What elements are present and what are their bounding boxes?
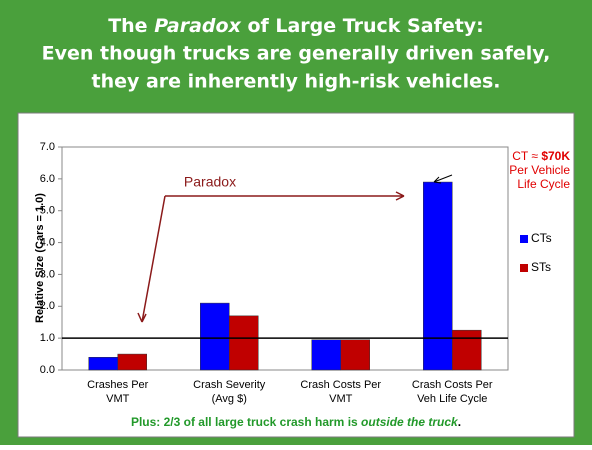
footer-part: Plus: 2/3 of all large truck crash harm …	[131, 415, 361, 429]
footer-part: .	[458, 415, 461, 429]
x-tick-label: VMT	[106, 393, 130, 405]
y-tick-label: 1.0	[40, 332, 55, 344]
annotation: Life Cycle	[517, 177, 570, 191]
plot-area	[61, 146, 509, 371]
annotation: Paradox	[184, 174, 236, 190]
annotation: Per Vehicle	[509, 163, 570, 177]
title-part: Paradox	[154, 15, 241, 37]
footer-part: outside the truck	[361, 415, 459, 429]
title-line: they are inherently high-risk vehicles.	[91, 71, 500, 93]
x-tick-label: Crash Costs Per	[412, 379, 493, 391]
y-tick-label: 0.0	[40, 364, 55, 376]
bar	[452, 329, 482, 371]
y-tick-label: 3.0	[40, 268, 55, 280]
x-tick-label: Crash Severity	[193, 379, 266, 391]
footer: Plus: 2/3 of all large truck crash harm …	[131, 415, 461, 429]
legend-label: CTs	[531, 231, 552, 245]
bar	[117, 353, 147, 371]
x-tick-label: VMT	[329, 393, 353, 405]
y-tick-label: 6.0	[40, 173, 55, 185]
x-tick-label: Crash Costs Per	[300, 379, 381, 391]
bar	[88, 357, 118, 371]
title-line: The Paradox of Large Truck Safety:	[108, 15, 484, 37]
bar	[423, 181, 453, 371]
y-tick-label: 4.0	[40, 236, 55, 248]
annotation-arrow	[137, 191, 405, 323]
bar	[340, 339, 370, 371]
legend-label: STs	[531, 260, 551, 274]
y-tick-label: 7.0	[40, 141, 55, 153]
y-tick-label: 2.0	[40, 300, 55, 312]
x-tick-label: Crashes Per	[87, 379, 148, 391]
legend-swatch	[520, 235, 528, 243]
bar	[229, 315, 259, 371]
annotation-arrow	[433, 174, 453, 184]
annotation-part: CT ≈	[512, 149, 541, 163]
y-axis-label: Relative Size (Cars = 1.0)	[34, 193, 46, 323]
chart-panel	[17, 112, 575, 438]
annotation-part: $70K	[541, 149, 570, 163]
x-tick-label: (Avg $)	[212, 393, 247, 405]
legend-swatch	[520, 264, 528, 272]
bar	[200, 302, 230, 371]
title-part: of Large Truck Safety:	[241, 15, 484, 37]
annotation: CT ≈ $70K	[512, 149, 570, 163]
x-tick-label: Veh Life Cycle	[417, 393, 487, 405]
bar	[311, 339, 341, 371]
title-line: Even though trucks are generally driven …	[42, 43, 551, 65]
title-part: The	[108, 15, 154, 37]
plot: 0.0 1.0 2.0 3.0 4.0 5.0 6.0 7.0 Crashes Per VMT Cr…	[40, 141, 571, 405]
y-tick-label: 5.0	[40, 205, 55, 217]
